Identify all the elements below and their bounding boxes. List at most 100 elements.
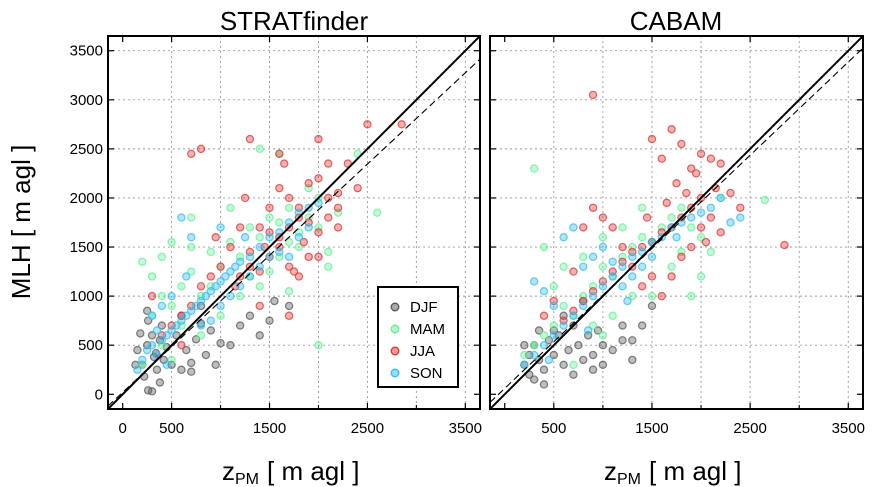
point-jja <box>314 174 323 183</box>
point-son <box>142 345 152 355</box>
point-mam <box>579 252 588 262</box>
point-son <box>529 277 539 286</box>
point-mam <box>255 144 264 154</box>
point-mam <box>569 360 578 370</box>
point-son <box>539 287 549 296</box>
right-scatter-points <box>520 90 789 389</box>
point-mam <box>284 237 294 247</box>
point-son <box>240 233 250 242</box>
left-plot-frame <box>107 35 481 410</box>
point-son <box>167 326 176 335</box>
point-jja <box>539 311 549 320</box>
point-son <box>177 213 186 222</box>
point-jja <box>275 149 284 158</box>
point-son <box>211 282 220 291</box>
point-son <box>618 262 627 271</box>
legend-label-mam: MAM <box>410 321 445 338</box>
point-djf <box>520 340 529 350</box>
point-son <box>304 223 313 232</box>
point-mam <box>187 213 196 222</box>
point-son <box>628 252 637 262</box>
point-son <box>221 272 230 281</box>
point-son <box>275 247 284 257</box>
right-x-label-main: z <box>604 456 617 486</box>
point-mam <box>687 291 696 301</box>
left-x-label-main: z <box>222 456 235 486</box>
point-son <box>177 316 186 325</box>
point-jja <box>696 223 706 232</box>
left-x-tick-label: 2500 <box>351 420 384 437</box>
point-son <box>206 287 215 296</box>
point-djf <box>157 321 167 330</box>
left-y-tick-label: 500 <box>78 337 103 354</box>
point-jja <box>314 252 323 262</box>
point-son <box>226 267 235 276</box>
point-jja <box>726 188 735 198</box>
point-djf <box>618 336 627 345</box>
point-son <box>187 233 196 242</box>
point-mam <box>187 242 196 252</box>
point-son <box>206 316 215 325</box>
right-plot-frame <box>489 35 864 410</box>
point-jja <box>299 237 308 247</box>
point-mam <box>294 242 304 252</box>
legend-label-jja: JJA <box>410 343 435 360</box>
legend-marker-jja <box>390 346 400 356</box>
point-jja <box>284 193 294 203</box>
point-jja <box>289 267 299 276</box>
point-jja <box>324 193 333 203</box>
point-mam <box>206 247 215 257</box>
point-djf <box>177 365 186 374</box>
point-jja <box>177 340 186 350</box>
left-x-tick-label: 500 <box>159 420 184 437</box>
point-son <box>147 311 157 320</box>
left-scatter-points <box>131 120 406 396</box>
right-ticks: 500 1500 2500 3500 <box>490 36 865 437</box>
point-jja <box>333 188 343 198</box>
point-mam <box>529 164 539 173</box>
point-son <box>529 350 539 360</box>
point-son <box>226 291 235 301</box>
point-djf <box>182 345 191 355</box>
point-jja <box>677 252 686 262</box>
point-djf <box>152 365 162 374</box>
point-jja <box>206 272 215 281</box>
point-jja <box>304 252 313 262</box>
point-son <box>162 360 171 370</box>
point-jja <box>706 213 716 222</box>
left-y-tick-label: 1500 <box>70 239 103 256</box>
point-mam <box>284 203 294 212</box>
left-ticks: 0 500 1500 2500 3500 0 500 1000 1500 2000 2500 3000… <box>70 36 482 437</box>
point-mam <box>539 331 549 340</box>
point-djf <box>206 326 215 335</box>
point-djf <box>628 336 637 345</box>
point-son <box>147 340 157 350</box>
point-mam <box>196 331 206 340</box>
point-son <box>255 242 264 252</box>
point-mam <box>598 233 608 242</box>
point-jja <box>284 311 294 320</box>
point-djf <box>216 339 225 348</box>
point-son <box>167 291 176 301</box>
point-jja <box>588 90 598 100</box>
point-mam <box>324 247 333 257</box>
point-djf <box>142 306 152 316</box>
point-son <box>231 262 240 271</box>
point-djf <box>588 365 598 374</box>
point-djf <box>574 340 583 350</box>
right-x-tick-label: 2500 <box>733 420 766 437</box>
point-djf <box>539 380 549 389</box>
point-jja <box>657 154 666 163</box>
point-jja <box>682 188 691 198</box>
point-mam <box>138 257 147 266</box>
point-djf <box>270 296 279 306</box>
point-djf <box>133 345 142 355</box>
point-jja <box>147 291 157 301</box>
point-mam <box>539 242 549 252</box>
right-x-axis-label: zPM [ m agl ] <box>604 456 741 487</box>
point-jja <box>667 125 676 134</box>
point-son <box>608 257 617 266</box>
point-son <box>265 233 274 242</box>
point-mam <box>637 203 647 212</box>
point-son <box>647 252 657 262</box>
